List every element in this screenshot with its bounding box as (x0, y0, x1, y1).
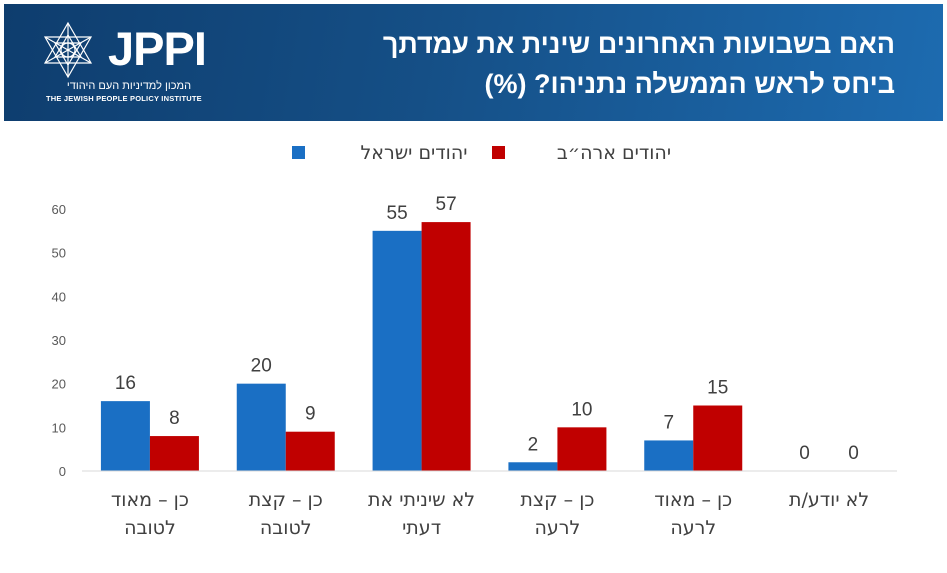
y-axis: 0 10 20 30 40 50 60 (52, 202, 66, 479)
y-tick-label: 30 (52, 333, 66, 348)
bar-series (100, 222, 743, 471)
chart-legend: יהודים ישראל יהודים ארה״ב (292, 142, 671, 164)
logo-wordmark: JPPI (108, 22, 207, 75)
y-tick-label: 0 (59, 464, 66, 479)
data-label: 0 (848, 443, 859, 464)
star-of-david-icon (43, 21, 93, 79)
x-tick-label: כן – מאוד (111, 489, 189, 511)
data-label: 0 (799, 443, 810, 464)
data-label: 8 (169, 408, 180, 429)
x-tick-label: לטובה (260, 517, 312, 539)
bar-us (149, 436, 199, 471)
bar-israel (100, 401, 150, 471)
x-tick-label: כן – קצת (520, 489, 594, 511)
bar-us (557, 427, 607, 471)
y-tick-label: 10 (52, 420, 66, 435)
legend-swatch (492, 146, 505, 159)
x-tick-label: לא שיניתי את (368, 489, 475, 511)
legend-label: יהודים ישראל (360, 142, 467, 164)
chart-title: האם בשבועות האחרונים שינית את עמדתך ביחס… (335, 24, 895, 104)
logo-english-name: THE JEWISH PEOPLE POLICY INSTITUTE (46, 94, 202, 103)
bar-us (421, 222, 471, 471)
bar-israel (644, 440, 694, 471)
x-axis-labels: כן – מאוד לטובה כן – קצת לטובה לא שיניתי את ד… (111, 489, 869, 539)
y-tick-label: 50 (52, 246, 66, 261)
x-tick-label: לטובה (124, 517, 176, 539)
chart-title-line-1: האם בשבועות האחרונים שינית את עמדתך (382, 29, 895, 59)
data-label: 9 (305, 404, 316, 425)
y-tick-label: 60 (52, 202, 66, 217)
jppi-logo: JPPI המכון למדיניות העם היהודי THE JEWIS… (32, 14, 232, 114)
value-labels: 16 8 20 9 55 57 2 10 7 15 0 0 (115, 194, 859, 464)
legend-swatch (292, 146, 305, 159)
x-tick-label: דעתי (402, 517, 441, 539)
data-label: 15 (707, 378, 728, 399)
data-label: 55 (387, 203, 408, 224)
logo-hebrew-name: המכון למדיניות העם היהודי (66, 80, 192, 92)
data-label: 2 (528, 434, 539, 455)
data-label: 7 (663, 412, 674, 433)
data-label: 10 (571, 399, 592, 420)
legend-label: יהודים ארה״ב (557, 142, 671, 164)
header-banner: JPPI המכון למדיניות העם היהודי THE JEWIS… (4, 4, 943, 121)
chart-title-line-2: ביחס לראש הממשלה נתניהו? (%) (484, 69, 895, 99)
data-label: 16 (115, 373, 136, 394)
x-tick-label: לא יודע/ת (789, 489, 869, 511)
bar-israel (372, 230, 422, 471)
data-label: 57 (436, 194, 457, 215)
bar-israel (508, 462, 558, 471)
bar-us (693, 405, 743, 471)
bar-us (285, 431, 335, 471)
x-tick-label: כן – קצת (249, 489, 323, 511)
x-tick-label: כן – מאוד (654, 489, 732, 511)
data-label: 20 (251, 356, 272, 377)
y-tick-label: 40 (52, 289, 66, 304)
bar-israel (236, 383, 286, 471)
x-tick-label: לרעה (670, 517, 716, 539)
x-tick-label: לרעה (534, 517, 580, 539)
y-tick-label: 20 (52, 377, 66, 392)
